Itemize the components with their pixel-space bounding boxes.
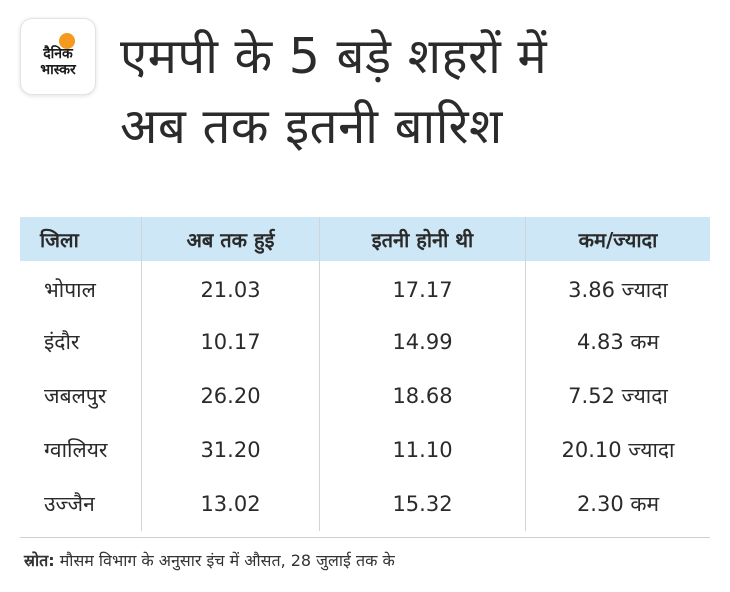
- rainfall-table: जिला अब तक हुई इतनी होनी थी कम/ज्यादा भो…: [20, 217, 710, 531]
- source-label: स्रोत:: [24, 551, 55, 570]
- logo-line-2: भास्कर: [40, 61, 76, 78]
- logo-line-1: दैनिक: [43, 45, 73, 62]
- cell-difference: 7.52 ज्यादा: [568, 384, 668, 408]
- cell-difference: 20.10 ज्यादा: [561, 438, 675, 462]
- table-header: जिला अब तक हुई इतनी होनी थी कम/ज्यादा: [20, 217, 710, 261]
- cell-difference: 4.83 कम: [576, 330, 660, 354]
- header-rain-so-far: अब तक हुई: [142, 217, 320, 261]
- cell-rain-expected: 11.10: [320, 423, 526, 477]
- source-note: स्रोत: मौसम विभाग के अनुसार इंच में औसत,…: [24, 549, 395, 571]
- cell-district: उज्जैन: [20, 477, 142, 531]
- source-text: मौसम विभाग के अनुसार इंच में औसत, 28 जुल…: [54, 551, 395, 570]
- table-row: इंदौर 10.17 14.99 4.83 कम: [20, 315, 710, 369]
- cell-rain-so-far: 31.20: [142, 423, 320, 477]
- title-line-2: अब तक इतनी बारिश: [120, 98, 503, 155]
- header-difference: कम/ज्यादा: [578, 227, 658, 252]
- cell-district: इंदौर: [20, 315, 142, 369]
- cell-rain-expected: 18.68: [320, 369, 526, 423]
- title-line-1: एमपी के 5 बड़े शहरों में: [120, 28, 548, 85]
- cell-rain-so-far: 26.20: [142, 369, 320, 423]
- table-row: ग्वालियर 31.20 11.10 20.10 ज्यादा: [20, 423, 710, 477]
- cell-district: ग्वालियर: [20, 423, 142, 477]
- table-row: भोपाल 21.03 17.17 3.86 ज्यादा: [20, 261, 710, 315]
- table-row: उज्जैन 13.02 15.32 2.30 कम: [20, 477, 710, 531]
- sun-icon: [59, 33, 75, 49]
- cell-rain-expected: 14.99: [320, 315, 526, 369]
- header-rain-expected: इतनी होनी थी: [320, 217, 526, 261]
- cell-rain-so-far: 13.02: [142, 477, 320, 531]
- cell-rain-so-far: 10.17: [142, 315, 320, 369]
- cell-difference: 3.86 ज्यादा: [568, 278, 668, 302]
- cell-rain-expected: 15.32: [320, 477, 526, 531]
- table-row: जबलपुर 26.20 18.68 7.52 ज्यादा: [20, 369, 710, 423]
- cell-district: भोपाल: [20, 261, 142, 315]
- cell-difference: 2.30 कम: [576, 492, 660, 516]
- cell-rain-so-far: 21.03: [142, 261, 320, 315]
- cell-district: जबलपुर: [20, 369, 142, 423]
- source-divider: [20, 537, 710, 538]
- dainik-bhaskar-logo: दैनिक भास्कर: [20, 18, 96, 95]
- header-district: जिला: [20, 217, 142, 261]
- table-body: भोपाल 21.03 17.17 3.86 ज्यादा इंदौर 10.1…: [20, 261, 710, 531]
- cell-rain-expected: 17.17: [320, 261, 526, 315]
- page-title: एमपी के 5 बड़े शहरों में अब तक इतनी बारि…: [120, 22, 720, 162]
